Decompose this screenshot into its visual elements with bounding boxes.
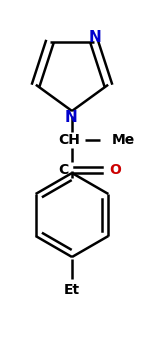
Text: N: N xyxy=(65,109,77,125)
Text: N: N xyxy=(89,30,102,45)
Text: C: C xyxy=(58,163,68,177)
Text: Et: Et xyxy=(64,283,80,297)
Text: O: O xyxy=(109,163,121,177)
Text: CH: CH xyxy=(58,133,80,147)
Text: Me: Me xyxy=(112,133,135,147)
